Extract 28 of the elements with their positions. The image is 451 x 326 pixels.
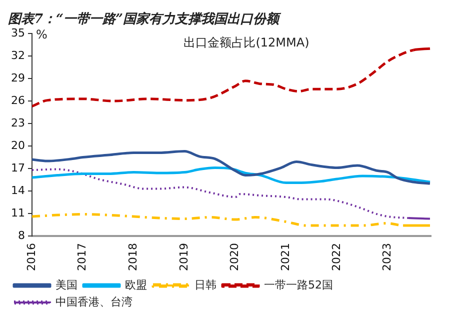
y-tick-label: 23	[10, 116, 25, 130]
legend-label: 日韩	[194, 278, 216, 292]
y-tick-label: 29	[10, 71, 25, 84]
line-series	[32, 150, 431, 185]
legend-label: 中国香港、台湾	[56, 295, 132, 308]
y-tick-label: 26	[10, 94, 25, 107]
legend-label: 美国	[56, 278, 78, 292]
x-tick-label: 2023	[380, 243, 394, 272]
x-tick-label: 2021	[279, 243, 292, 272]
y-tick-label: 20	[10, 138, 25, 152]
legend-label: 欧盟	[125, 278, 147, 292]
line-series	[32, 166, 431, 184]
y-axis-title: %	[36, 28, 48, 42]
x-tick-label: 2018	[126, 243, 140, 272]
annotation: 出口金额占比(12MMA)	[184, 36, 310, 50]
x-tick-label: 2019	[177, 243, 190, 272]
y-tick-label: 8	[18, 228, 25, 242]
chart-title: 图表7：“一带一路”国家有力支撑我国出口份额	[8, 11, 282, 28]
y-tick-label: 17	[10, 161, 25, 174]
y-tick-label: 11	[10, 206, 25, 220]
legend-label: 一带一路52国	[264, 278, 333, 292]
y-tick-label: 35	[10, 26, 25, 40]
y-tick-label: 14	[10, 184, 25, 197]
y-tick-label: 32	[10, 48, 25, 62]
x-tick-label: 2017	[76, 243, 89, 272]
x-tick-label: 2022	[330, 243, 343, 272]
x-tick-label: 2016	[24, 243, 38, 272]
x-tick-label: 2020	[228, 243, 242, 272]
